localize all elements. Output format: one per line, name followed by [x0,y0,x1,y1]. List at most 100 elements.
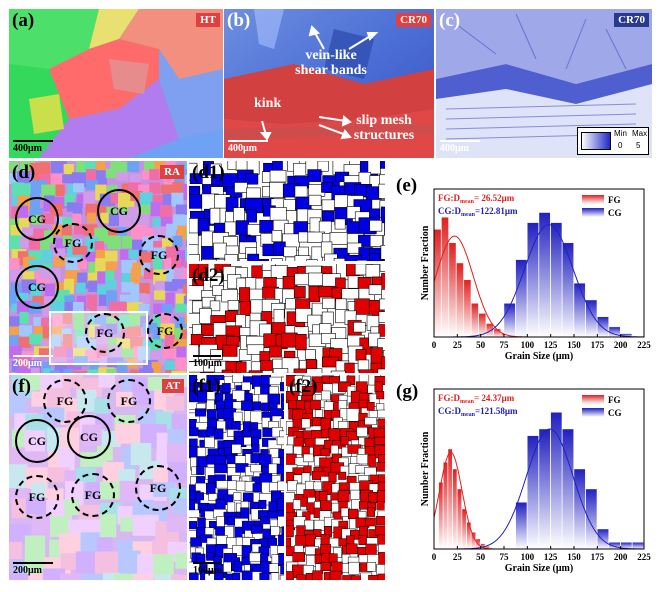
grain [234,182,248,193]
grain [313,529,322,537]
grain [164,360,177,373]
grain [292,499,301,510]
grain [232,572,241,580]
grain [137,554,158,579]
grain [321,210,335,222]
grain [73,183,85,193]
grain [365,264,380,278]
grain [183,183,187,200]
grain [63,369,75,373]
panel-c-label: (c) [439,10,461,31]
grain [62,312,72,324]
grain [226,454,236,465]
y-axis-label: Number Fraction [420,431,431,506]
grain [330,370,346,373]
grain [338,482,350,491]
grain [121,282,135,293]
panel-b-scale-label: 400μm [228,143,257,154]
histogram-bar-cg [573,282,586,338]
grain [116,372,132,373]
grain [283,246,297,258]
histogram-bar-fg [461,508,467,550]
grain [29,359,42,373]
grain [250,525,263,534]
grain [150,201,163,217]
grain [172,181,184,197]
kam-min-label: Min [614,129,627,138]
grain [346,408,360,422]
ebsd-map-ht [9,9,223,158]
grain [81,573,105,580]
grain-map-f2-cg [286,375,385,580]
kam-map-cr70 [436,9,652,158]
grain [366,562,377,572]
grain [86,179,98,191]
grain [248,370,263,373]
grain [99,356,109,368]
grain [377,368,385,373]
grain [121,272,132,286]
grain [40,238,50,250]
annotation-arrows [259,25,379,141]
grain [9,257,20,271]
grain [307,169,322,182]
grain-circle-f2: FG [107,379,151,423]
grain [272,368,289,373]
grain [241,381,251,391]
histogram-bar-cg [597,316,609,338]
grain [358,369,375,373]
grain [175,552,187,569]
grain [176,346,186,363]
grain [281,332,298,348]
grain [279,418,284,432]
grain [216,480,230,489]
grain [287,480,298,492]
grain [233,492,242,501]
grain [62,174,73,184]
histogram-bar-cg [515,502,528,550]
grain [64,194,75,207]
grain [64,301,74,313]
grain [365,517,376,527]
panel-d-label: (d) [12,162,36,183]
grain [215,258,231,261]
grain [366,401,375,411]
histogram-bar-fg [486,323,494,338]
grain [312,570,323,580]
grain [105,261,118,271]
grain [140,315,150,328]
grain [213,222,225,234]
grain [377,418,385,428]
grain [139,282,150,300]
x-tick-label: 75 [500,340,510,350]
grain [87,272,99,283]
grain [139,192,153,206]
grain [199,372,214,373]
grain [138,303,150,315]
grain [227,300,240,311]
grain [105,168,120,179]
grain [350,489,360,501]
grain [281,399,284,411]
grain [76,282,86,294]
x-tick-label: 50 [476,340,486,350]
grain [85,349,100,363]
grain [128,249,139,259]
histogram-bar-cg [608,542,621,550]
grain [58,533,83,555]
grain [42,361,52,373]
grain [119,480,139,502]
x-tick-label: 225 [637,340,651,350]
grain [56,216,67,228]
grain [42,568,66,580]
grain [166,517,187,533]
panel-d-tag: RA [160,165,184,179]
grain [269,408,283,417]
grain [293,368,307,373]
grain [366,507,375,517]
grain [186,239,187,254]
grain [286,444,294,455]
grain-circle-4: FG [139,235,179,275]
x-tick-label: 175 [591,552,605,562]
grain [206,552,215,561]
